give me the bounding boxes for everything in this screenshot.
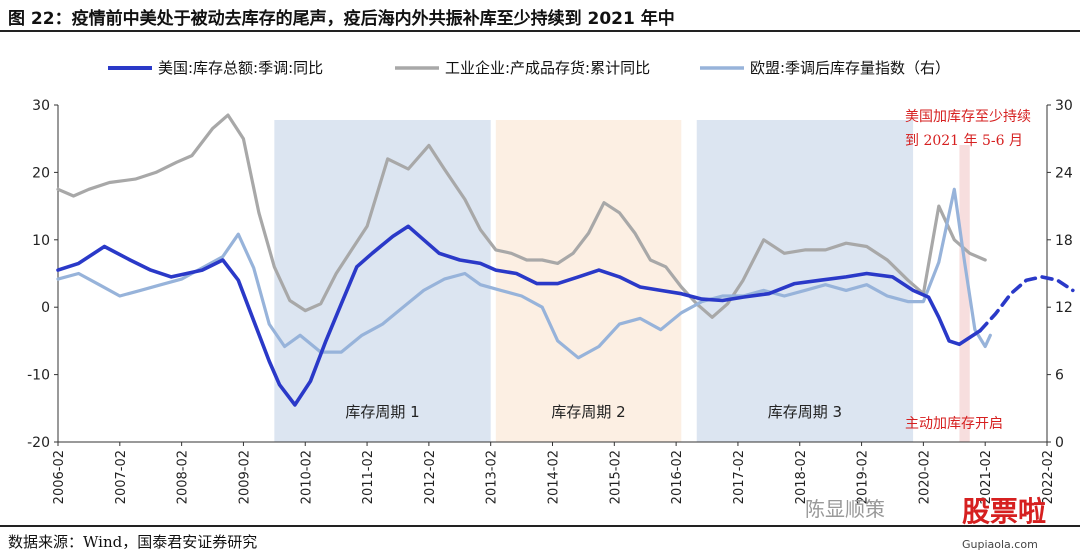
annotation-text: 到 2021 年 5-6 月 (905, 133, 1023, 149)
y-right-tick-label: 24 (1055, 165, 1073, 181)
y-right-tick-label: 0 (1055, 435, 1064, 451)
watermark-text: 陈显顺策 (805, 497, 885, 521)
x-tick-label: 2016-02 (670, 450, 685, 504)
legend-label-us: 美国:库存总额:季调:同比 (158, 59, 323, 77)
x-tick-label: 2018-02 (794, 450, 809, 504)
x-tick-label: 2013-02 (485, 450, 500, 504)
y-left-tick-label: 10 (32, 233, 50, 249)
brand-logo-text: 股票啦 (962, 495, 1047, 528)
shade-region-1 (274, 120, 491, 442)
y-left-tick-label: 30 (32, 98, 50, 114)
x-tick-label: 2010-02 (299, 450, 314, 504)
y-right-tick-label: 6 (1055, 368, 1064, 384)
x-tick-label: 2009-02 (237, 450, 252, 504)
shade-region-2 (495, 120, 682, 442)
y-left-tick-label: 20 (32, 165, 50, 181)
y-right-tick-label: 12 (1055, 300, 1073, 316)
series-line-ind (56, 113, 987, 319)
x-tick-label: 2008-02 (176, 450, 191, 504)
chart-title: 图 22：疫情前中美处于被动去库存的尾声，疫后海内外共振补库至少持续到 2021… (8, 9, 675, 29)
cycle-label-1: 库存周期 1 (345, 403, 419, 421)
legend-label-eu: 欧盟:季调后库存量指数（右） (750, 59, 950, 77)
x-tick-label: 2015-02 (608, 450, 623, 504)
y-right-tick-label: 30 (1055, 98, 1073, 114)
x-tick-label: 2022-02 (1041, 450, 1056, 504)
x-tick-label: 2007-02 (114, 450, 129, 504)
source-rule (0, 525, 1080, 527)
x-tick-label: 2017-02 (732, 450, 747, 504)
title-rule (0, 30, 1080, 32)
x-tick-label: 2014-02 (547, 450, 562, 504)
x-tick-label: 2006-02 (52, 450, 67, 504)
brand-url: Gupiaola.com (962, 538, 1038, 551)
series-line-us_fcst (978, 275, 1075, 333)
shade-region-4 (959, 145, 970, 442)
x-tick-label: 2011-02 (361, 450, 376, 504)
y-right-tick-label: 18 (1055, 233, 1073, 249)
x-tick-label: 2021-02 (979, 450, 994, 504)
legend-label-ind: 工业企业:产成品存货:累计同比 (445, 59, 650, 77)
y-left-tick-label: 0 (41, 300, 50, 316)
y-left-tick-label: -20 (27, 435, 50, 451)
annotation-text: 主动加库存开启 (905, 416, 1003, 432)
series-line-eu (56, 187, 992, 360)
x-tick-label: 2019-02 (856, 450, 871, 504)
source-note: 数据来源：Wind，国泰君安证券研究 (8, 533, 258, 551)
annotation-text: 美国加库存至少持续 (905, 108, 1031, 125)
x-tick-label: 2012-02 (423, 450, 438, 504)
x-tick-label: 2020-02 (917, 450, 932, 504)
series-line-us (56, 224, 982, 407)
cycle-label-3: 库存周期 3 (768, 403, 842, 421)
y-left-tick-label: -10 (27, 368, 50, 384)
cycle-label-2: 库存周期 2 (551, 403, 625, 421)
